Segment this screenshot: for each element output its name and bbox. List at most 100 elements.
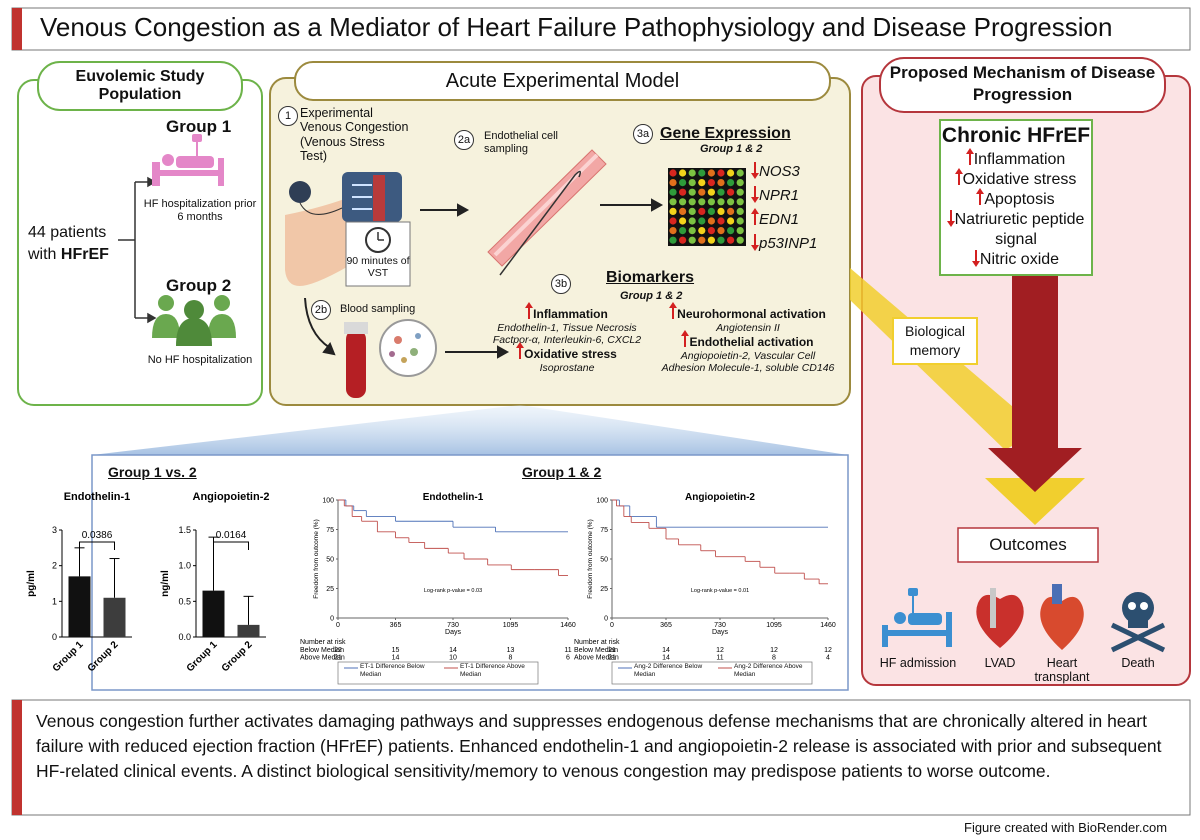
bed-icon	[152, 134, 224, 186]
y-tick-label: 3	[52, 525, 57, 535]
array-spot	[679, 179, 687, 187]
y-tick-label: 0.0	[178, 632, 191, 642]
array-spot	[727, 236, 735, 244]
array-spot	[736, 169, 744, 177]
risk-count: 8	[509, 655, 513, 662]
step-number: 1	[278, 106, 298, 126]
mechanism-text: Oxidative stress	[962, 171, 1077, 188]
array-spot	[688, 179, 696, 187]
gene-item: NOS3	[751, 160, 817, 184]
risk-count: 15	[392, 647, 400, 654]
step-text: Endothelial cell sampling	[484, 130, 558, 155]
array-spot	[717, 207, 725, 215]
p-value: 0.0386	[82, 530, 113, 541]
biomarker-item: Endothelial activation	[658, 329, 838, 350]
title: Venous Congestion as a Mediator of Heart…	[40, 12, 1113, 42]
legend-entry: Ang-2 Difference Below Median	[634, 663, 702, 678]
risk-title: Number at risk	[300, 639, 346, 646]
step-text: Blood sampling	[340, 303, 416, 315]
y-tick-label: 50	[600, 557, 608, 564]
x-tick-label: 1095	[766, 622, 782, 629]
risk-count: 14	[392, 655, 400, 662]
array-spot	[688, 188, 696, 196]
direction-arrow	[965, 148, 974, 165]
risk-row-label: Above Median	[574, 655, 619, 662]
bar	[202, 590, 225, 637]
chart-title: Endothelin-1	[423, 492, 484, 503]
gene-name: NPR1	[759, 187, 800, 204]
array-spot	[717, 169, 725, 177]
gene-item: EDN1	[751, 208, 817, 232]
x-tick-label: 730	[714, 622, 726, 629]
step-number: 2a	[454, 130, 474, 150]
array-spot	[669, 169, 677, 177]
chronic-box	[939, 119, 1093, 276]
p-value: 0.0164	[216, 530, 247, 541]
biomarker-detail: Angiopoietin-2, Vascular Cell Adhesion M…	[661, 349, 835, 374]
array-spot	[679, 236, 687, 244]
array-spot	[707, 198, 716, 206]
y-axis-label: ng/ml	[160, 570, 171, 597]
direction-arrow	[971, 250, 980, 267]
gene-list: NOS3 NPR1 EDN1 p53INP1	[751, 160, 817, 256]
chart-title: Endothelin-1	[64, 491, 131, 503]
p-bracket	[79, 541, 115, 550]
array-spot	[698, 217, 706, 225]
direction-arrow	[946, 210, 955, 227]
array-spot	[698, 188, 706, 196]
risk-count: 21	[608, 655, 616, 662]
memory-arrowhead	[985, 478, 1085, 525]
mechanism-item: Nitric oxide	[942, 250, 1090, 270]
outcome-icons	[882, 584, 1166, 653]
array-spot	[727, 217, 735, 225]
x-tick-label: 1460	[560, 622, 576, 629]
chronic-title: Chronic HFrEF	[941, 124, 1091, 147]
biomarker-sub: Group 1 & 2	[620, 290, 683, 302]
direction-arrow	[751, 162, 759, 179]
y-axis-label: Freedom from outcome (%)	[587, 519, 594, 598]
group-label: Group 1	[166, 117, 232, 136]
outcomes-box	[957, 527, 1099, 563]
biomarker-item: Neurohormonal activation	[658, 302, 838, 322]
y-tick-label: 75	[326, 527, 334, 534]
y-tick-label: 75	[600, 527, 608, 534]
y-tick-label: 0.5	[178, 596, 191, 606]
group-desc: No HF hospitalization	[147, 354, 253, 366]
zoom-fan	[92, 405, 848, 455]
biomarker-name: Inflammation	[533, 307, 608, 321]
x-axis-label: Days	[712, 629, 728, 636]
array-spot	[736, 217, 744, 225]
x-tick-label: 365	[390, 622, 402, 629]
y-tick-label: 100	[322, 498, 334, 505]
risk-count: 14	[662, 655, 670, 662]
array-spot	[736, 227, 744, 235]
outcome-label: HF admission	[879, 656, 957, 670]
y-tick-label: 0	[330, 616, 334, 623]
array-spot	[736, 236, 744, 244]
array-spot	[688, 236, 696, 244]
y-tick-label: 1.0	[178, 561, 191, 571]
risk-row-label: Above Median	[300, 655, 345, 662]
array-spot	[679, 227, 687, 235]
bar	[68, 576, 91, 637]
direction-arrow	[976, 188, 985, 205]
direction-arrow	[751, 186, 759, 203]
array-spot	[669, 236, 677, 244]
biomarker-name: Endothelial activation	[689, 334, 814, 349]
array-spot	[669, 217, 677, 225]
y-axis-label: pg/ml	[26, 570, 37, 597]
step-number: 3b	[551, 274, 571, 294]
biomarker-item: Inflammation	[482, 302, 652, 322]
biomarker-column: Inflammation Endothelin-1, Tissue Necrosi…	[482, 302, 652, 374]
outcome-label: Heart transplant	[1034, 656, 1090, 684]
array-spot	[669, 198, 677, 206]
split-arrows	[118, 176, 157, 324]
patients-text: 44 patients with	[28, 224, 107, 263]
y-axis-label: Freedom from outcome (%)	[313, 519, 320, 598]
summary: Venous congestion further activates dama…	[36, 711, 1162, 781]
patients: 44 patients with HFrEF	[28, 222, 120, 266]
title-box	[11, 7, 1191, 51]
array-spot	[707, 179, 716, 187]
array-spot	[669, 227, 677, 235]
gene-sub: Group 1 & 2	[700, 143, 763, 155]
